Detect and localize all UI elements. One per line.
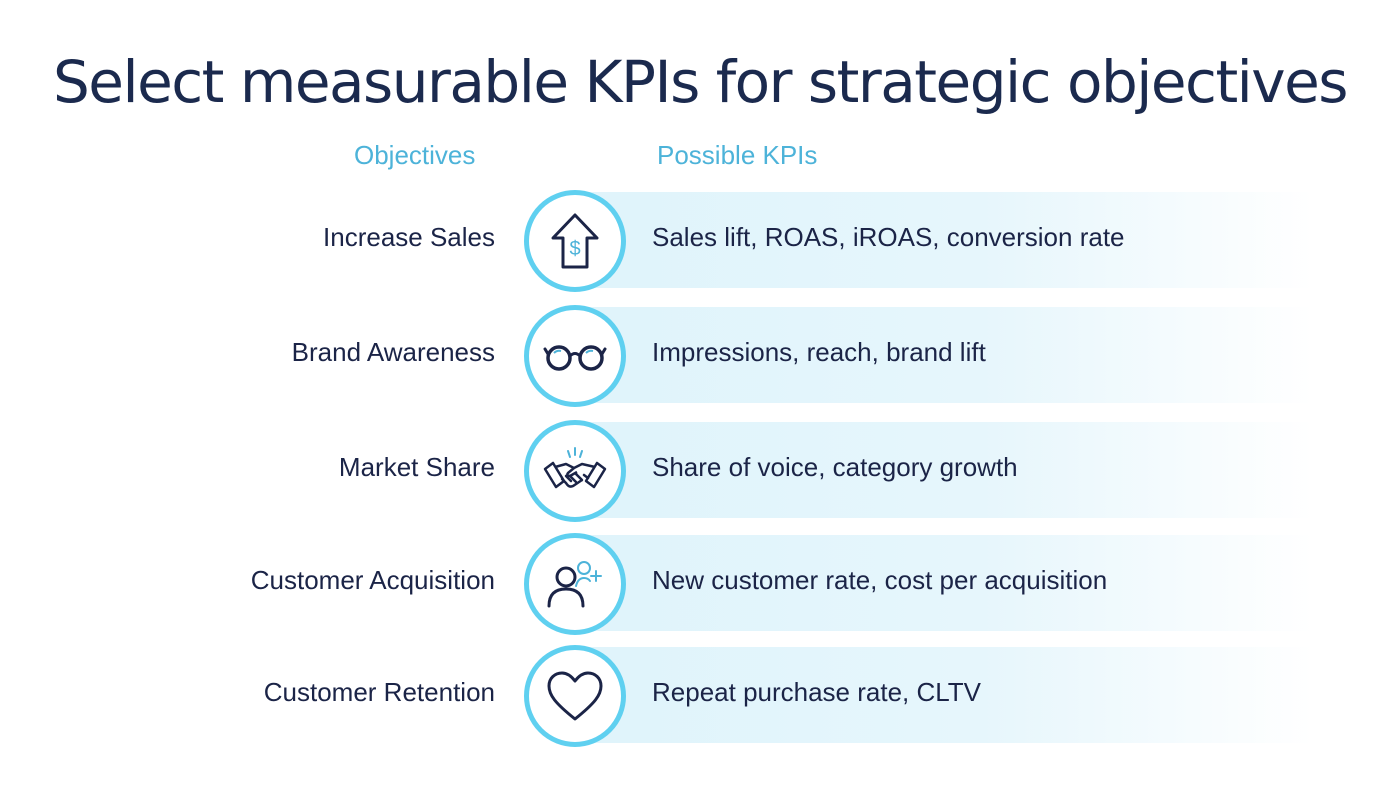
objectives-header: Objectives <box>354 140 476 170</box>
kpi-band <box>573 307 1313 403</box>
kpi-band <box>573 647 1313 743</box>
handshake-icon <box>543 447 607 489</box>
heart-icon <box>547 671 603 721</box>
kpi-text: Repeat purchase rate, CLTV <box>652 677 982 707</box>
kpi-band <box>573 535 1313 631</box>
objective-label: Brand Awareness <box>291 337 495 367</box>
kpi-band <box>573 192 1313 288</box>
kpi-text: New customer rate, cost per acquisition <box>652 565 1108 595</box>
objective-label: Customer Acquisition <box>250 565 495 595</box>
add-user-icon <box>547 561 602 608</box>
kpi-text: Sales lift, ROAS, iROAS, conversion rate <box>652 222 1125 252</box>
glasses-icon <box>543 345 607 371</box>
icon-circle <box>524 420 626 522</box>
svg-text:$: $ <box>569 238 580 260</box>
kpi-row-brand-awareness: Brand Awareness Impressions, reach, bran… <box>0 305 1400 407</box>
objective-label: Customer Retention <box>263 677 495 707</box>
icon-circle <box>524 533 626 635</box>
icon-circle: $ <box>524 190 626 292</box>
kpi-row-increase-sales: Increase Sales $ Sales lift, ROAS, iROAS… <box>0 190 1400 292</box>
kpi-text: Impressions, reach, brand lift <box>652 337 986 367</box>
kpi-row-customer-acquisition: Customer Acquisition New customer rate, … <box>0 533 1400 635</box>
objective-label: Increase Sales <box>323 222 495 252</box>
kpi-band <box>573 422 1313 518</box>
kpi-text: Share of voice, category growth <box>652 452 1018 482</box>
objective-label: Market Share <box>338 452 495 482</box>
icon-circle <box>524 305 626 407</box>
icon-circle <box>524 645 626 747</box>
house-dollar-icon: $ <box>551 213 599 269</box>
kpis-header: Possible KPIs <box>657 140 818 170</box>
page-title: Select measurable KPIs for strategic obj… <box>52 48 1349 116</box>
kpi-row-customer-retention: Customer Retention Repeat purchase rate,… <box>0 645 1400 747</box>
kpi-row-market-share: Market Share Share of voice, category gr… <box>0 420 1400 522</box>
